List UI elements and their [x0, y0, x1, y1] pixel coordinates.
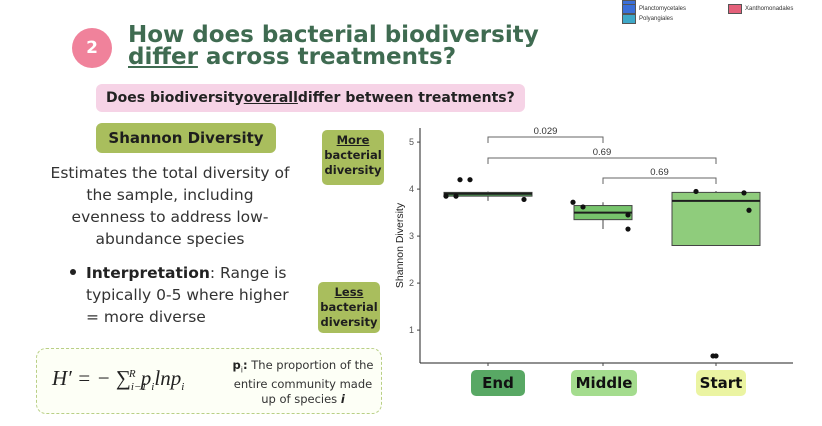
- category-tag-end: End: [471, 370, 525, 396]
- metric-description: Estimates the total diversity of the sam…: [50, 164, 290, 248]
- y-tick-label: 4: [409, 184, 414, 194]
- legend-swatch-icon: [622, 14, 636, 24]
- legend-item: Polyangiales: [622, 14, 673, 24]
- data-point: [521, 196, 527, 203]
- legend-swatch-icon: [728, 4, 742, 14]
- y-tick-label: 1: [409, 325, 414, 335]
- comparison-bracket: [602, 177, 717, 184]
- legend-swatch-icon: [622, 4, 636, 14]
- data-point: [457, 177, 463, 183]
- data-point: [746, 207, 752, 213]
- data-point: [741, 190, 747, 196]
- y-tick-label: 5: [409, 137, 414, 147]
- data-point: [453, 193, 459, 199]
- p-value-label: 0.69: [593, 147, 612, 158]
- data-point: [693, 188, 699, 195]
- category-tag-start: Start: [696, 370, 746, 396]
- less-diversity-tag: Less bacterial diversity: [318, 282, 380, 333]
- slide-title: How does bacterial biodiversity differ a…: [128, 22, 539, 70]
- legend-fragment: Planctomycetales Polyangiales Xanthomona…: [620, 0, 822, 30]
- data-point: [467, 177, 473, 183]
- metric-label: Shannon Diversity: [96, 123, 276, 153]
- legend-label: Xanthomonadales: [745, 6, 794, 12]
- comparison-bracket: [487, 157, 717, 164]
- data-point: [625, 226, 631, 232]
- y-axis-label: Shannon Diversity: [394, 202, 406, 288]
- more-diversity-tag: More bacterial diversity: [322, 130, 384, 185]
- y-tick-label: 2: [409, 278, 414, 288]
- data-point: [713, 353, 719, 359]
- data-point: [443, 193, 449, 199]
- section-number-badge: 2: [72, 28, 112, 68]
- formula-box: [36, 348, 382, 414]
- shannon-boxplot: 1 2 3 4 5 Shannon Diversity 0.029 0.69 0.69: [394, 126, 793, 366]
- p-value-label: 0.029: [534, 126, 558, 137]
- data-point: [580, 204, 586, 210]
- category-tag-middle: Middle: [571, 370, 637, 396]
- data-point: [625, 212, 631, 218]
- bullet-icon: [70, 269, 76, 275]
- legend-label: Polyangiales: [639, 16, 674, 22]
- sub-question: Does biodiversity overall differ between…: [96, 84, 525, 112]
- data-point: [570, 199, 576, 205]
- legend-item: Planctomycetales: [622, 4, 686, 14]
- proportion-definition: pi: The proportion of the entire communi…: [232, 358, 374, 407]
- y-tick-label: 3: [409, 231, 414, 241]
- p-value-label: 0.69: [650, 167, 669, 178]
- legend-label: Planctomycetales: [639, 6, 687, 12]
- interpretation-text: Interpretation: Range is typically 0-5 w…: [86, 264, 289, 326]
- legend-item: Xanthomonadales: [728, 4, 793, 14]
- comparison-bracket: [487, 136, 604, 143]
- shannon-formula: H′ = − ∑i−1R pilnpi: [52, 366, 185, 394]
